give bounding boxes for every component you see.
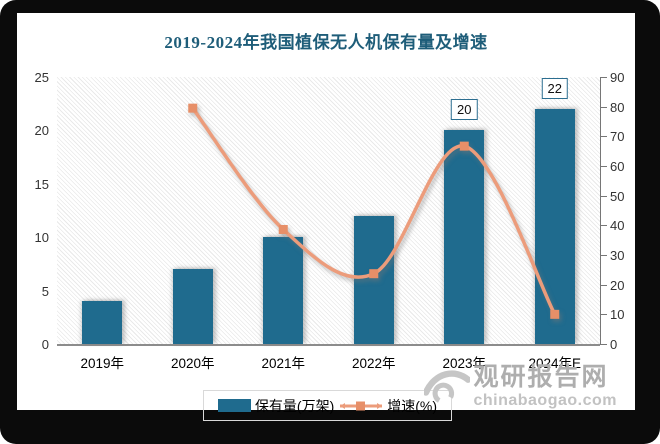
ownership-bar [172,269,213,344]
right-tick-label: 40 [610,218,625,234]
right-axis-tick [601,166,607,167]
growth-line-marker [459,141,469,151]
right-axis-tick [601,284,607,286]
right-tick-label: 20 [610,277,625,293]
left-axis-tick-labels: 0 5 10 15 20 25 [17,70,49,352]
left-tick-label: 20 [34,123,49,139]
ownership-bar [82,301,123,344]
x-category-label: 2019年 [80,356,125,371]
right-tick-label: 0 [610,337,618,352]
right-axis-tick [601,314,607,316]
right-tick-label: 50 [610,188,625,204]
right-tick-label: 90 [610,70,625,85]
x-category-label: 2020年 [170,356,215,371]
watermark-text: 观研报告网 chinabaogao.com [473,365,617,409]
chart-card: 2019-2024年我国植保无人机保有量及增速 0 5 10 15 20 25 20 22 … [17,13,636,421]
plot-area: 20 22 [57,77,600,346]
bar-value-label: 20 [451,99,478,121]
left-tick-label: 5 [41,283,49,299]
legend-item-line-series: 增速(%) [339,396,437,416]
x-axis-category-labels: 2019年 2020年 2021年 2022年 2023年 2024年E [57,352,600,372]
ownership-bar [534,109,575,344]
ownership-bar [353,215,394,344]
right-axis-tick [601,225,607,227]
legend-item-bar-series: 保有量(万架) [217,396,335,416]
watermark: 观研报告网 chinabaogao.com [424,365,617,409]
right-axis-tick [601,106,607,108]
right-axis-tick [601,77,607,78]
right-axis-tick [601,255,607,256]
bar-slot: 20 [419,77,510,344]
x-category-label: 2022年 [351,356,396,371]
legend-bar-label: 保有量(万架) [254,397,335,414]
bar-slot: 22 [510,77,601,344]
ownership-bar [263,237,304,344]
ownership-bar [444,130,485,344]
right-tick-label: 10 [610,307,625,323]
growth-line-marker [278,224,288,234]
legend-line-label: 增速(%) [387,397,438,414]
growth-line-marker [550,309,560,319]
right-tick-label: 60 [610,159,625,174]
x-category-label: 2021年 [261,356,306,371]
growth-line [191,107,557,316]
left-tick-label: 15 [34,176,49,192]
left-tick-label: 0 [41,337,49,352]
bars-layer: 20 22 [57,77,600,344]
right-tick-label: 30 [610,248,625,263]
right-tick-label: 80 [610,99,625,115]
eye-swoosh-icon [424,370,471,405]
left-tick-label: 10 [34,230,49,246]
x-category-label: 2023年 [442,356,487,371]
growth-line-layer [188,103,560,319]
bar-slot [238,77,329,344]
right-axis-line [600,77,608,345]
growth-line-marker [369,269,379,279]
right-axis-tick-labels: 0 10 20 30 40 50 60 70 80 90 [610,70,636,352]
bar-slot [57,77,148,344]
bar-value-label: 22 [541,78,568,100]
right-axis-tick [601,136,607,138]
legend: 保有量(万架) 增速(%) [203,390,452,421]
bar-series-swatch [217,399,251,412]
watermark-url: chinabaogao.com [473,392,617,409]
right-axis-tick [601,344,607,345]
bar-slot [148,77,239,344]
x-category-label: 2024年E [528,356,582,371]
right-tick-label: 70 [610,129,625,145]
bar-slot [329,77,420,344]
growth-line-marker [188,103,198,113]
left-tick-label: 25 [34,70,49,85]
line-series-swatch [340,401,383,410]
right-axis-tick [601,195,607,197]
chart-title: 2019-2024年我国植保无人机保有量及增速 [164,33,488,52]
watermark-name: 观研报告网 [473,363,609,391]
